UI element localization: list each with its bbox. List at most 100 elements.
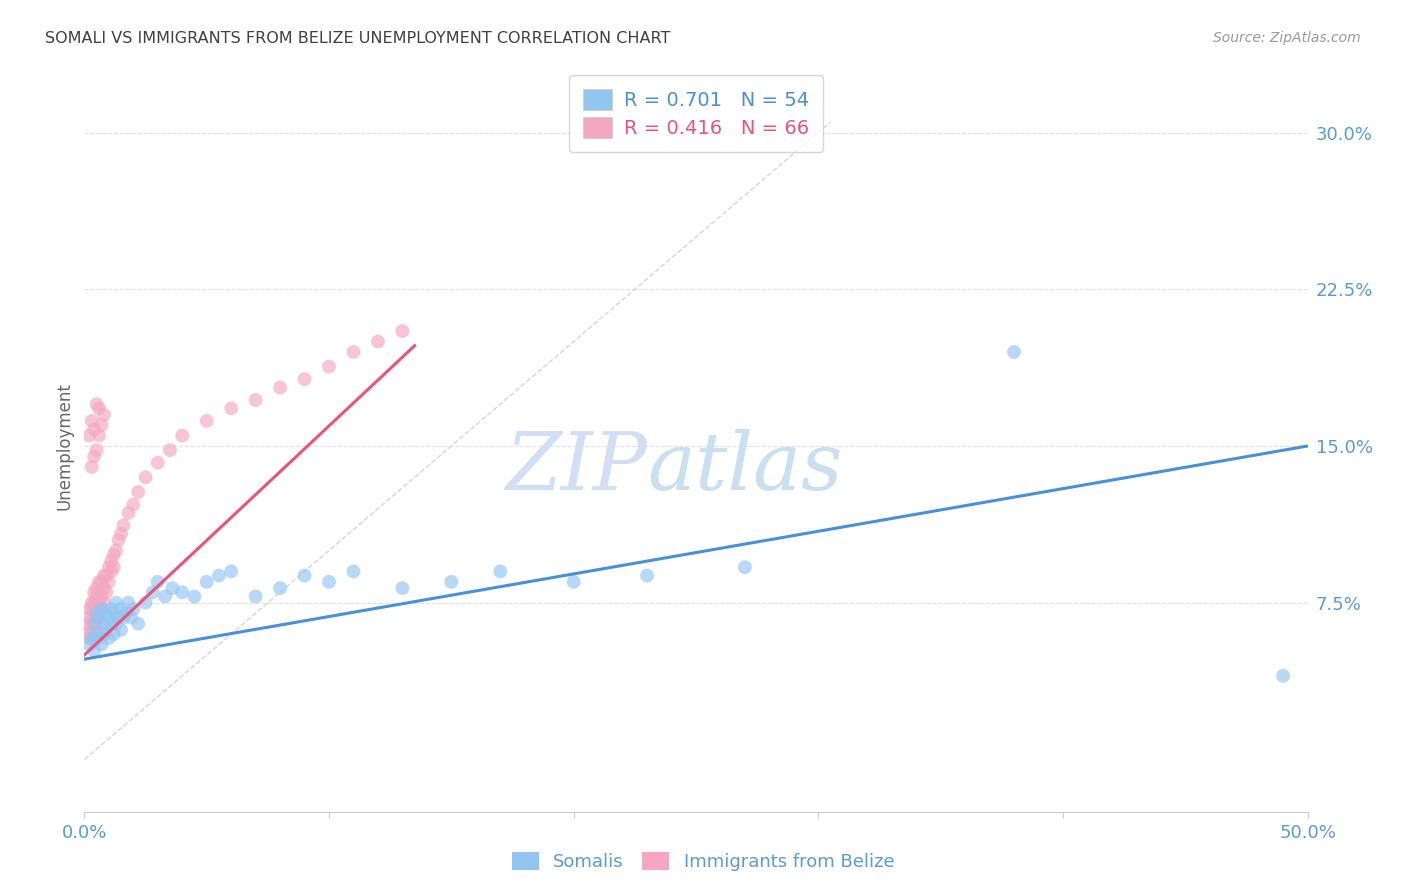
Point	[93, 627, 115, 641]
Point	[76, 627, 98, 641]
Point	[97, 610, 120, 624]
Point	[110, 526, 132, 541]
Point	[93, 408, 115, 422]
Point	[83, 596, 105, 610]
Point	[90, 602, 112, 616]
Point	[96, 623, 118, 637]
Point	[103, 548, 125, 562]
Text: Source: ZipAtlas.com: Source: ZipAtlas.com	[1213, 31, 1361, 45]
Point	[86, 606, 108, 620]
Point	[142, 585, 165, 599]
Point	[172, 428, 194, 442]
Legend: R = 0.701   N = 54, R = 0.416   N = 66: R = 0.701 N = 54, R = 0.416 N = 66	[569, 75, 823, 152]
Point	[562, 574, 585, 589]
Point	[87, 574, 110, 589]
Point	[391, 581, 413, 595]
Point	[127, 616, 149, 631]
Point	[636, 568, 658, 582]
Point	[117, 596, 139, 610]
Point	[269, 581, 291, 595]
Point	[87, 428, 110, 442]
Point	[391, 324, 413, 338]
Point	[97, 560, 120, 574]
Point	[159, 443, 181, 458]
Point	[342, 345, 364, 359]
Point	[117, 506, 139, 520]
Point	[269, 380, 291, 394]
Point	[90, 638, 112, 652]
Point	[90, 418, 112, 433]
Point	[115, 606, 138, 620]
Point	[80, 632, 103, 646]
Point	[342, 565, 364, 579]
Point	[318, 574, 340, 589]
Point	[489, 565, 512, 579]
Point	[103, 627, 125, 641]
Point	[245, 392, 267, 407]
Point	[100, 602, 122, 616]
Legend: Somalis, Immigrants from Belize: Somalis, Immigrants from Belize	[505, 845, 901, 879]
Point	[122, 498, 145, 512]
Point	[86, 590, 108, 604]
Y-axis label: Unemployment: Unemployment	[55, 382, 73, 510]
Point	[219, 565, 242, 579]
Point	[318, 359, 340, 374]
Point	[110, 623, 132, 637]
Point	[440, 574, 463, 589]
Point	[80, 616, 103, 631]
Point	[107, 533, 129, 547]
Point	[96, 568, 118, 582]
Point	[80, 414, 103, 428]
Point	[112, 610, 135, 624]
Point	[195, 574, 218, 589]
Point	[107, 610, 129, 624]
Text: atlas: atlas	[647, 429, 842, 507]
Point	[86, 627, 108, 641]
Point	[86, 443, 108, 458]
Point	[100, 554, 122, 568]
Point	[103, 560, 125, 574]
Point	[96, 585, 118, 599]
Point	[86, 581, 108, 595]
Point	[93, 596, 115, 610]
Point	[86, 616, 108, 631]
Point	[100, 616, 122, 631]
Point	[105, 616, 128, 631]
Point	[112, 518, 135, 533]
Point	[87, 610, 110, 624]
Point	[90, 590, 112, 604]
Point	[146, 456, 169, 470]
Point	[87, 632, 110, 646]
Point	[127, 485, 149, 500]
Point	[103, 606, 125, 620]
Point	[93, 568, 115, 582]
Point	[83, 610, 105, 624]
Point	[90, 602, 112, 616]
Point	[87, 596, 110, 610]
Text: ZIP: ZIP	[505, 429, 647, 507]
Point	[135, 470, 157, 484]
Point	[90, 574, 112, 589]
Point	[97, 632, 120, 646]
Point	[208, 568, 231, 582]
Point	[146, 574, 169, 589]
Point	[77, 602, 100, 616]
Point	[153, 590, 176, 604]
Point	[87, 401, 110, 416]
Point	[83, 450, 105, 464]
Point	[77, 610, 100, 624]
Point	[77, 632, 100, 646]
Point	[83, 422, 105, 436]
Point	[80, 602, 103, 616]
Point	[162, 581, 184, 595]
Point	[77, 638, 100, 652]
Point	[93, 581, 115, 595]
Point	[86, 606, 108, 620]
Point	[83, 623, 105, 637]
Point	[1002, 345, 1025, 359]
Point	[76, 616, 98, 631]
Point	[96, 606, 118, 620]
Point	[80, 627, 103, 641]
Point	[135, 596, 157, 610]
Point	[80, 459, 103, 474]
